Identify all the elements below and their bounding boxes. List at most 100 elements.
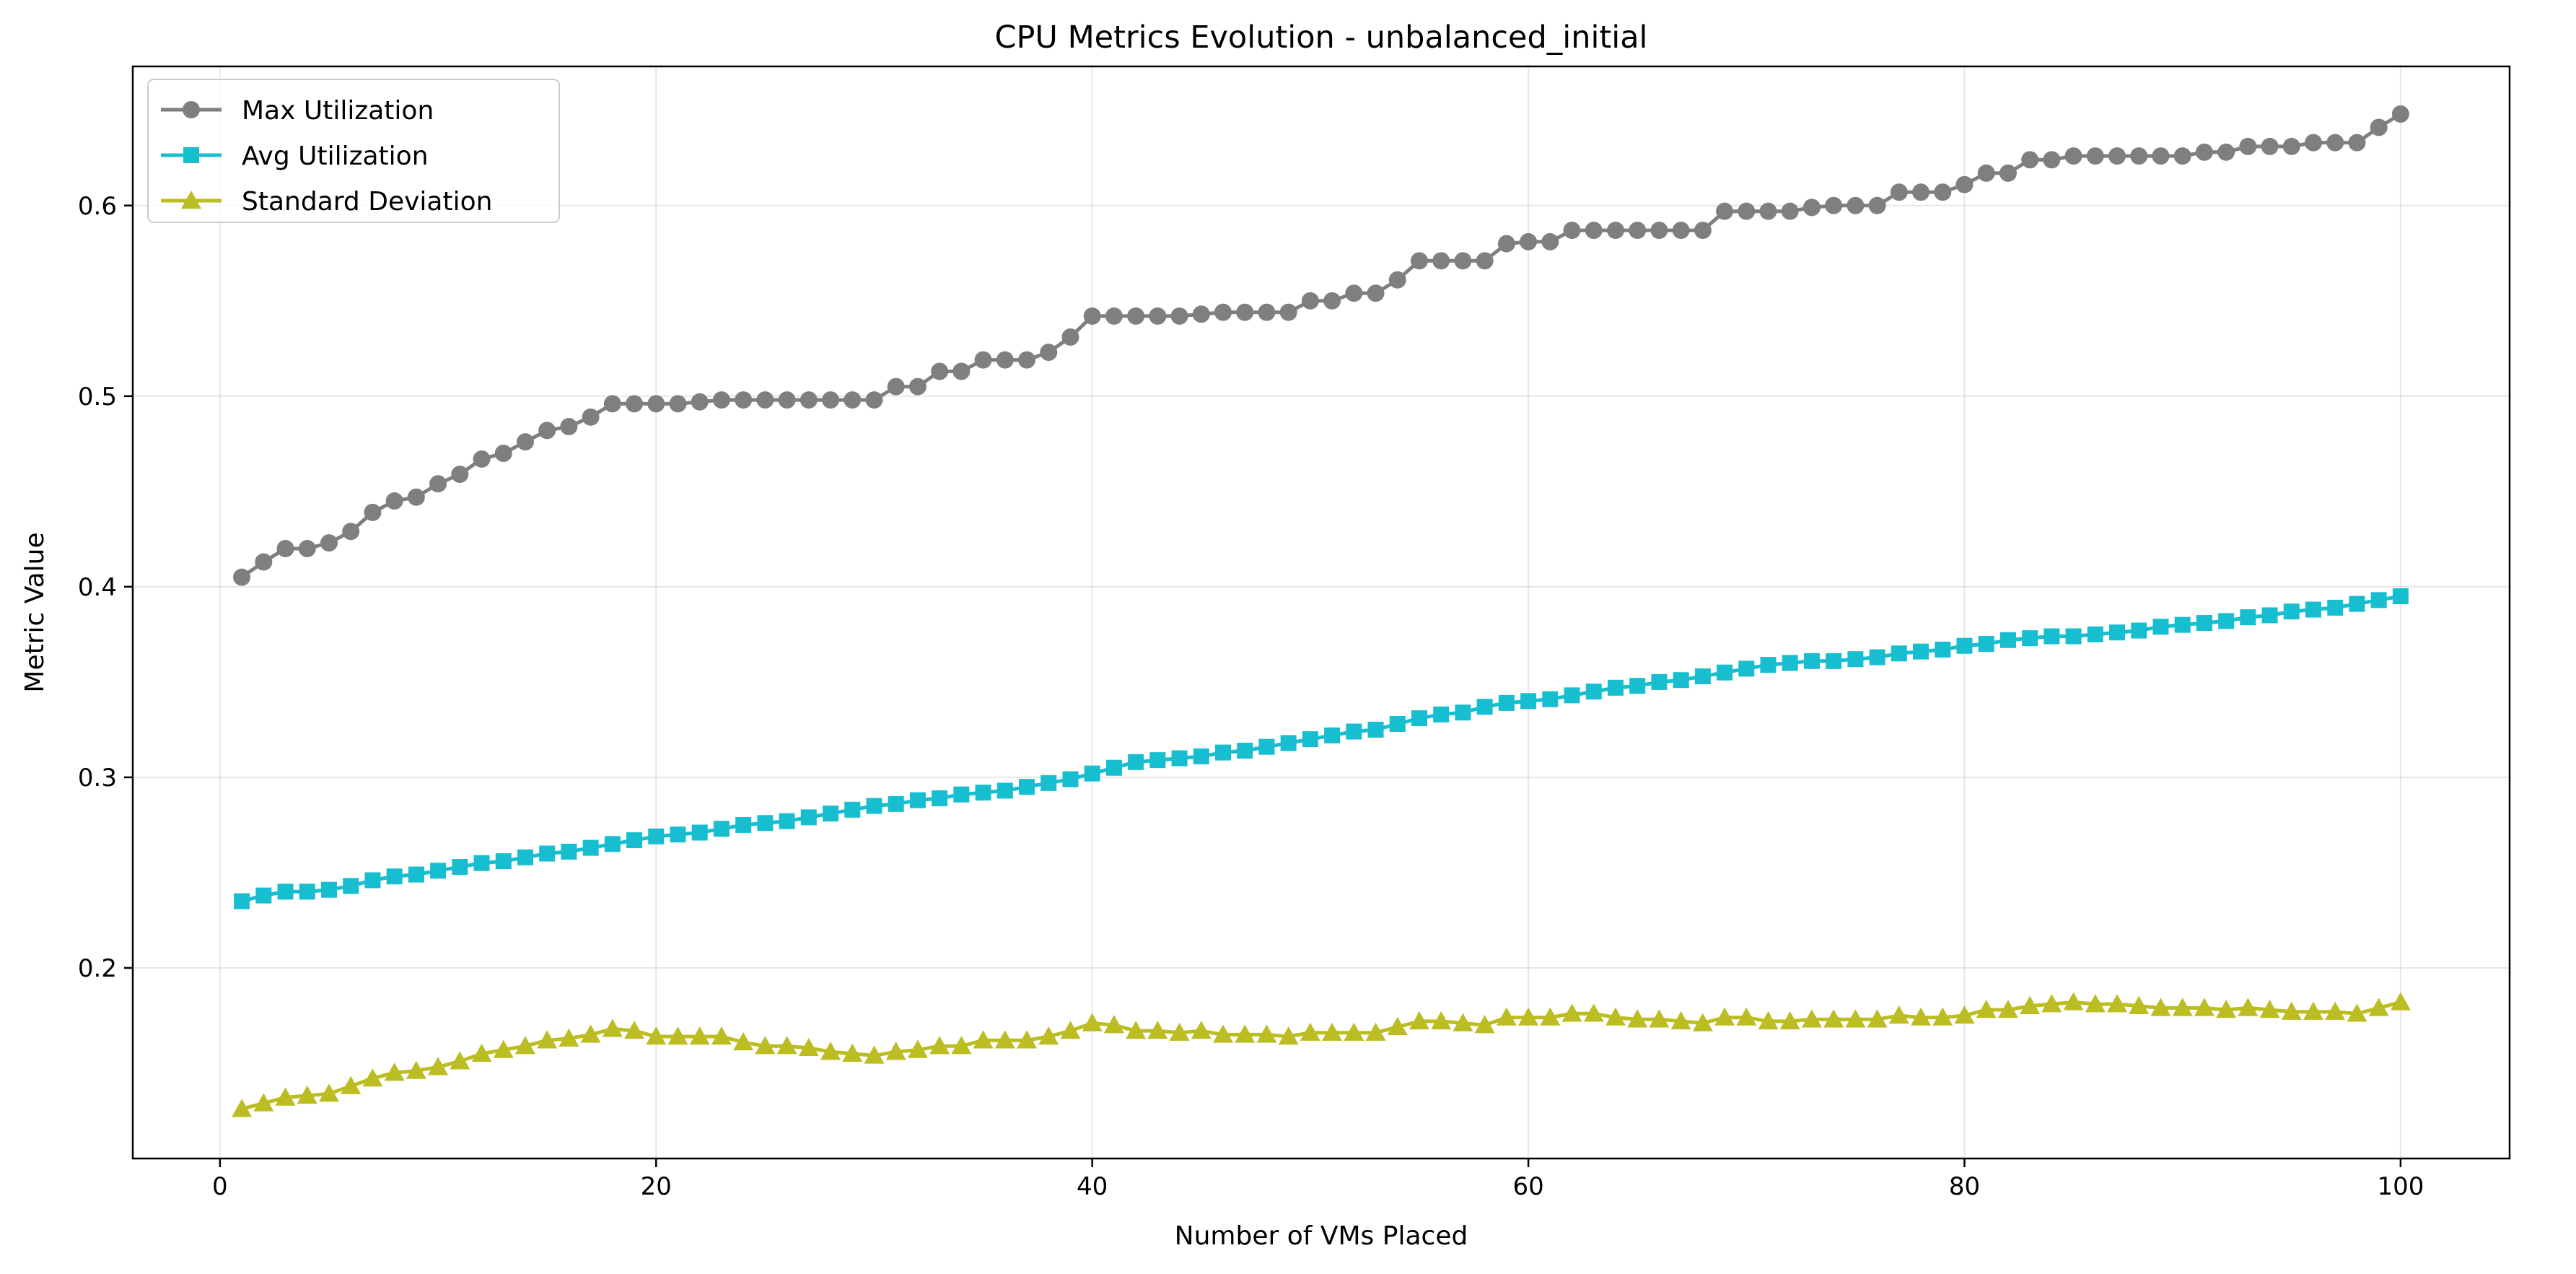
data-point <box>2261 607 2278 624</box>
data-point <box>1169 1022 1190 1041</box>
data-point <box>2305 134 2323 152</box>
data-point <box>2196 615 2212 632</box>
data-point <box>1038 1026 1059 1045</box>
data-point <box>667 1026 688 1045</box>
data-point <box>733 1031 754 1051</box>
data-point <box>384 1063 405 1081</box>
data-point <box>385 492 403 510</box>
y-tick-label: 0.2 <box>78 954 117 983</box>
data-point <box>275 1087 296 1106</box>
data-point <box>1977 164 1995 182</box>
data-point <box>2152 147 2170 165</box>
data-point <box>1520 693 1537 710</box>
axis-ticks: 0 20 40 60 80 100 0.2 0.3 0.4 0.5 0.6 <box>78 192 2424 1201</box>
data-point <box>516 433 534 451</box>
data-point <box>341 1076 362 1094</box>
data-point <box>2195 143 2213 161</box>
data-point <box>255 553 273 571</box>
data-point <box>799 391 818 409</box>
data-point <box>1935 641 1951 658</box>
data-point <box>1062 771 1079 787</box>
legend-label: Avg Utilization <box>242 141 429 171</box>
data-point <box>1431 1011 1452 1030</box>
data-point <box>342 523 360 541</box>
data-point <box>1365 1022 1386 1041</box>
data-point <box>2261 137 2279 155</box>
data-point <box>1344 1022 1364 1041</box>
data-point <box>1650 222 1668 240</box>
data-point <box>2021 151 2039 169</box>
data-point <box>2086 147 2104 165</box>
series-square <box>234 588 2409 909</box>
data-point <box>2392 588 2409 605</box>
data-point <box>1823 1009 1844 1028</box>
data-point <box>691 393 709 411</box>
data-point <box>1410 252 1428 270</box>
data-point <box>1694 222 1712 240</box>
data-point <box>580 1024 601 1043</box>
data-point <box>2107 994 2128 1013</box>
data-point <box>604 836 621 852</box>
data-point <box>582 408 600 426</box>
legend-item: Standard Deviation <box>161 187 492 217</box>
data-point <box>1542 691 1559 707</box>
data-point <box>735 391 753 409</box>
data-point <box>2150 998 2171 1016</box>
data-point <box>2043 151 2061 169</box>
data-point <box>1170 307 1188 325</box>
data-point <box>1018 351 1036 369</box>
data-point <box>2131 622 2147 639</box>
data-point <box>602 1018 623 1037</box>
data-point <box>1736 1007 1757 1026</box>
data-point <box>232 1099 253 1117</box>
data-point <box>1302 731 1318 748</box>
data-point <box>1738 660 1755 677</box>
data-point <box>1214 303 1232 321</box>
data-point <box>1497 235 1515 253</box>
x-tick-label: 40 <box>1077 1172 1108 1201</box>
data-point <box>2282 137 2300 155</box>
y-tick-label: 0.6 <box>78 192 117 221</box>
data-point <box>1911 1007 1932 1026</box>
data-point <box>1367 284 1385 302</box>
plot-frame <box>131 65 2511 1160</box>
data-point <box>1629 222 1647 240</box>
data-point <box>756 391 774 409</box>
data-point <box>1126 1021 1147 1039</box>
data-point <box>1346 723 1362 740</box>
data-point <box>1432 252 1450 270</box>
data-point <box>1387 1016 1408 1036</box>
data-point <box>670 826 686 843</box>
legend-box <box>147 79 560 223</box>
data-point <box>713 821 730 837</box>
legend-label: Standard Deviation <box>242 187 492 217</box>
data-point <box>866 798 882 814</box>
data-point <box>1082 1013 1103 1031</box>
data-point <box>1759 202 1777 220</box>
data-point <box>994 1030 1015 1049</box>
series-triangle <box>232 992 2411 1117</box>
data-point <box>932 790 948 806</box>
data-point <box>1561 1003 1582 1022</box>
data-point <box>2303 1001 2324 1020</box>
data-point <box>517 849 533 865</box>
y-tick-label: 0.5 <box>78 383 117 411</box>
data-point <box>1890 183 1908 201</box>
data-point <box>537 1030 558 1049</box>
data-point <box>2391 105 2409 123</box>
data-point <box>1779 1011 1800 1030</box>
data-point <box>669 395 687 413</box>
data-point <box>1913 643 1929 660</box>
data-point <box>253 1093 274 1112</box>
data-point <box>1474 1015 1495 1034</box>
data-point <box>2064 147 2082 165</box>
data-point <box>276 540 294 558</box>
data-point <box>1627 1009 1648 1028</box>
data-point <box>364 872 381 889</box>
data-point <box>1845 1009 1866 1028</box>
data-point <box>755 1036 776 1055</box>
data-point <box>1454 252 1472 270</box>
data-point <box>2152 619 2169 635</box>
data-point <box>1520 232 1538 250</box>
data-point <box>1147 1021 1168 1039</box>
